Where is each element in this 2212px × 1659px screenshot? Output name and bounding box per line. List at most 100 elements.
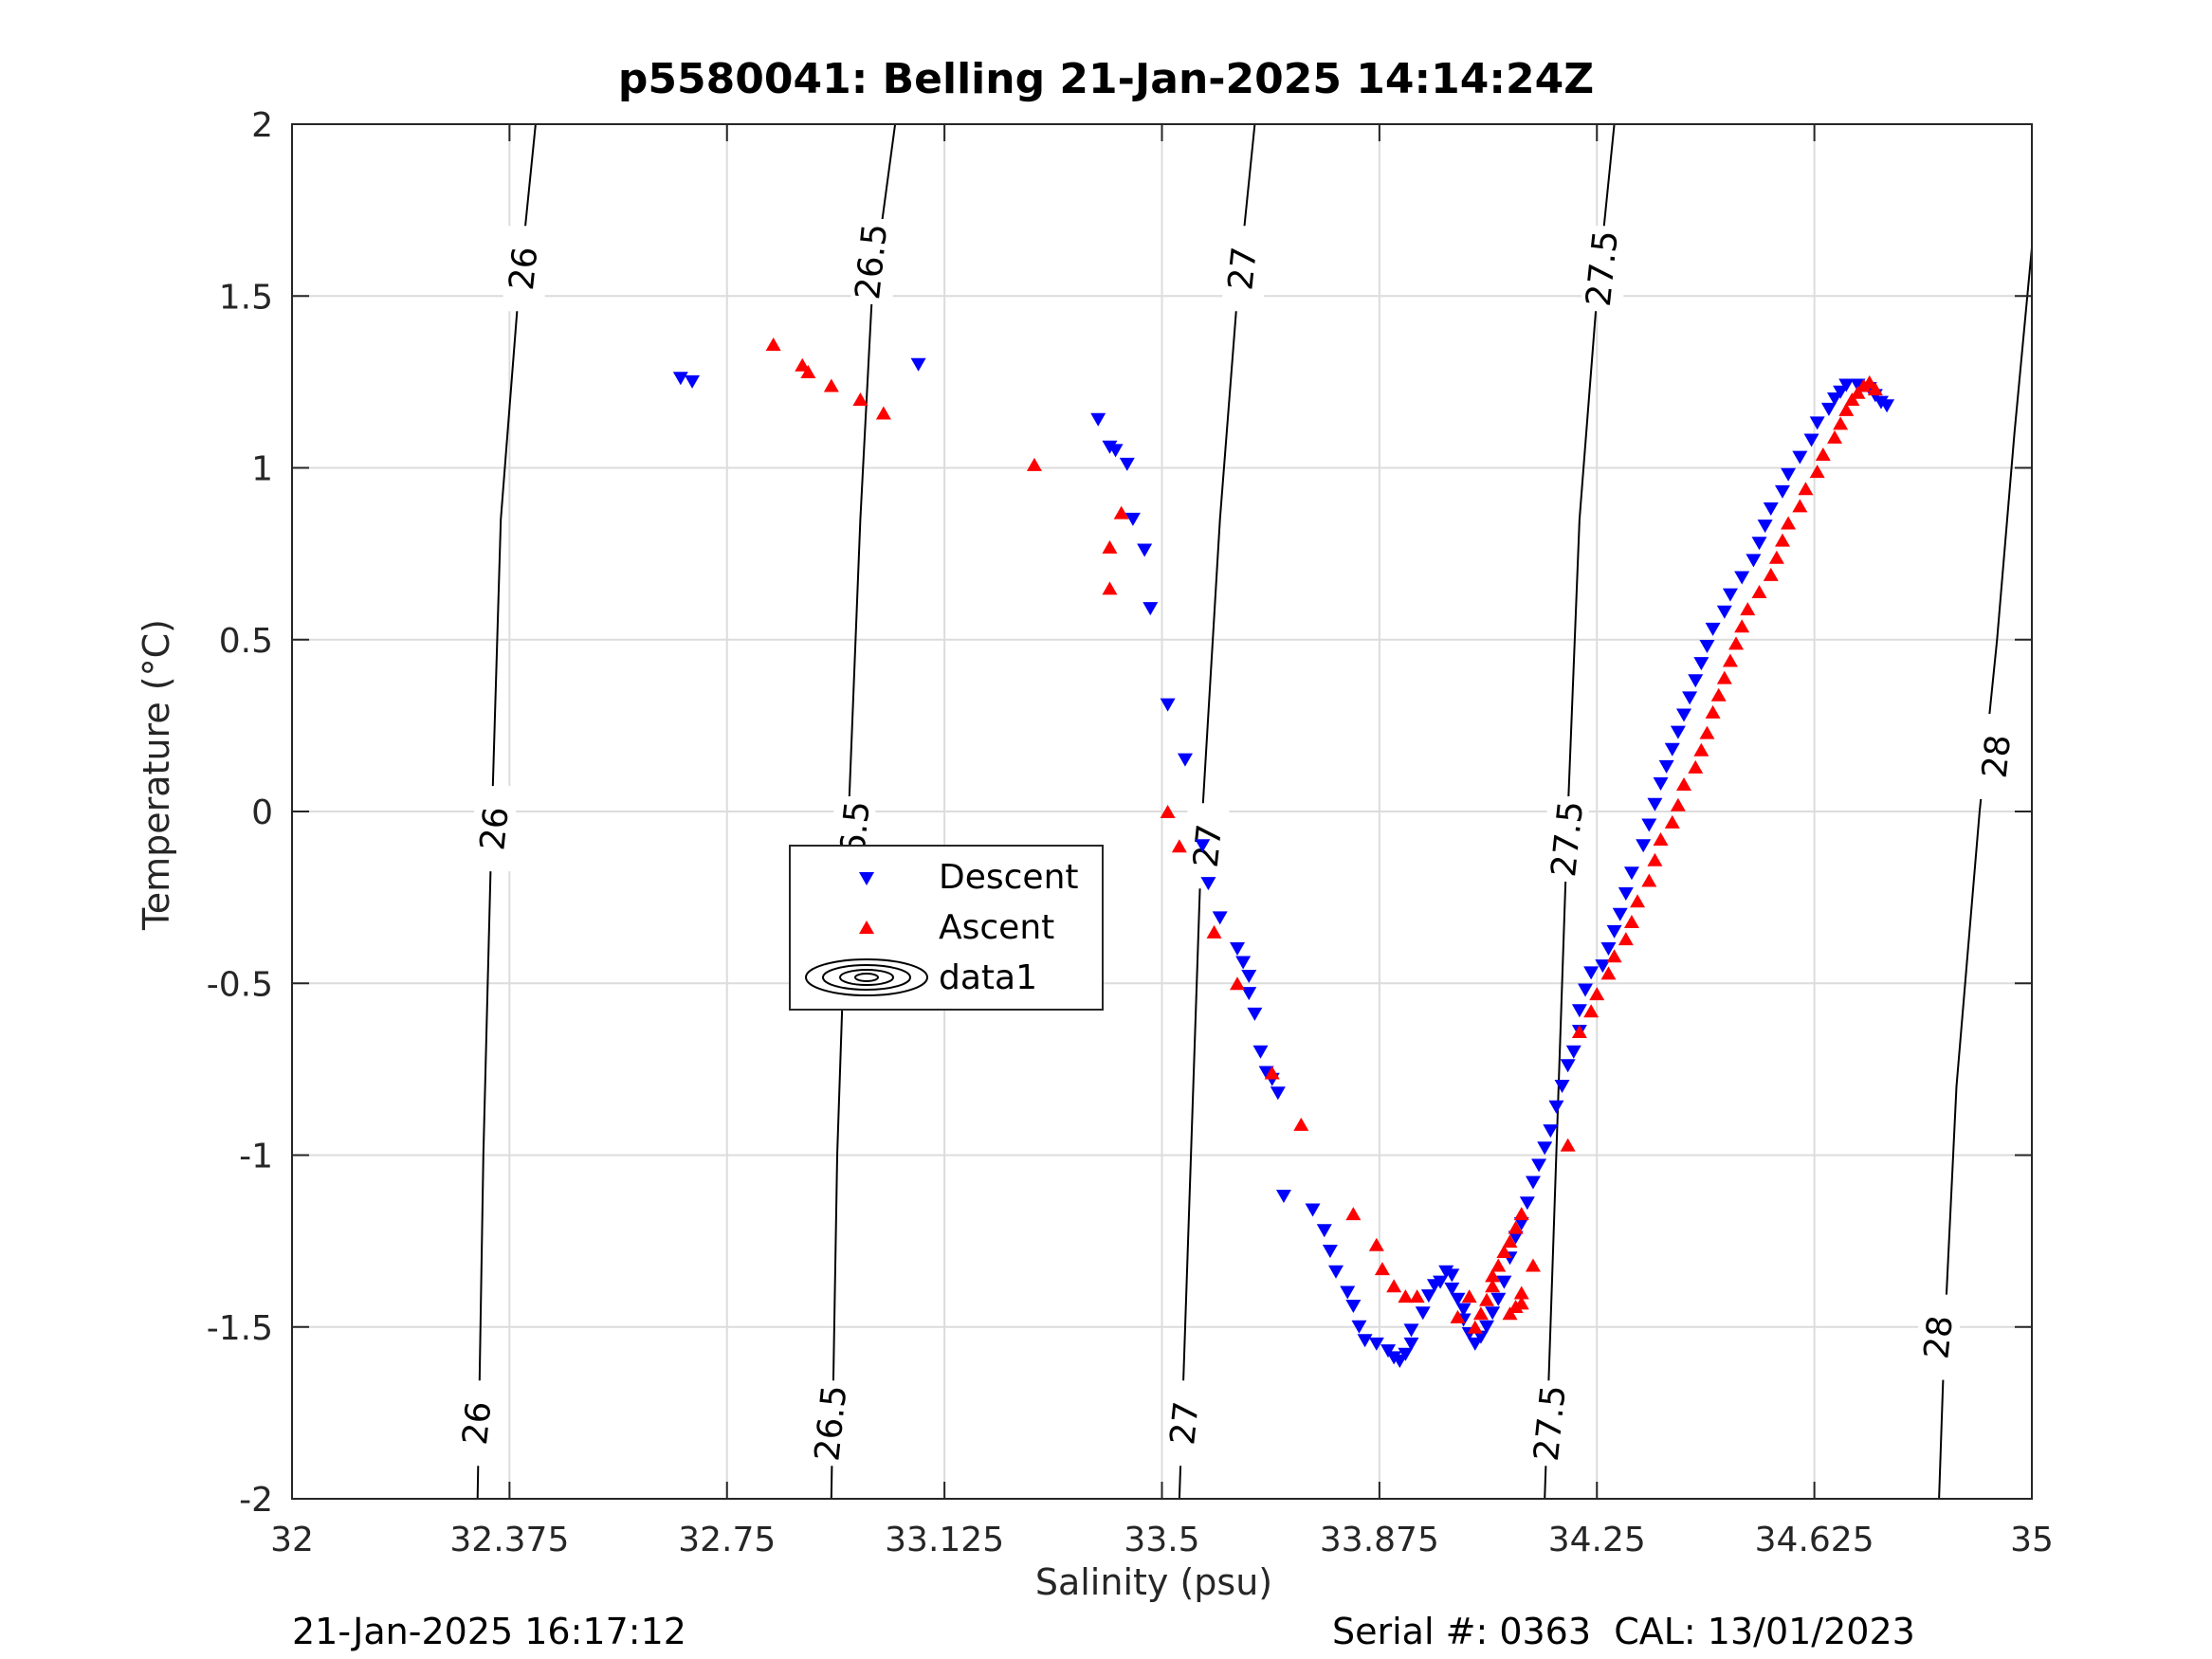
- descent-point: [1398, 1347, 1414, 1361]
- descent-point: [1351, 1320, 1367, 1334]
- ascent-point: [1705, 704, 1721, 719]
- descent-point: [1781, 467, 1797, 482]
- data-series: [672, 337, 1895, 1368]
- descent-point: [1241, 987, 1257, 1001]
- ascent-point: [1374, 1262, 1390, 1276]
- ascent-point: [1479, 1292, 1495, 1306]
- ascent-point: [1751, 585, 1767, 598]
- legend-descent-marker: [859, 872, 874, 885]
- legend-data1-label: data1: [939, 958, 1037, 997]
- y-tick-label: 0.5: [219, 622, 273, 661]
- descent-point: [672, 372, 688, 386]
- descent-point: [1751, 537, 1767, 551]
- legend-ascent-marker: [859, 921, 874, 934]
- descent-point: [1316, 1224, 1332, 1238]
- descent-point: [1467, 1337, 1483, 1351]
- descent-point: [1554, 1080, 1570, 1093]
- contour-label-background: [1581, 226, 1624, 312]
- ascent-point: [1827, 429, 1843, 444]
- ascent-point: [795, 357, 811, 372]
- descent-point: [1368, 1337, 1384, 1351]
- descent-point: [1212, 911, 1228, 925]
- contour-label: 26.5: [808, 1383, 854, 1463]
- axis-ticks: [291, 123, 2033, 1500]
- contour-label-background: [456, 1380, 499, 1467]
- legend-contour-icon: [805, 958, 928, 996]
- contour-label-background: [503, 226, 545, 312]
- descent-point: [1143, 602, 1159, 616]
- descent-point: [1647, 797, 1663, 811]
- legend-ascent-label: Ascent: [939, 908, 1054, 947]
- ascent-point: [1508, 1220, 1524, 1234]
- contour-label-background: [1546, 796, 1589, 882]
- descent-point: [1571, 1004, 1587, 1018]
- descent-point: [1618, 887, 1634, 901]
- ascent-point: [1850, 385, 1866, 399]
- ascent-point: [1450, 1309, 1466, 1323]
- descent-point: [1716, 605, 1732, 619]
- descent-point: [1688, 674, 1704, 688]
- descent-point: [1485, 1306, 1501, 1321]
- y-tick-label: 1: [251, 450, 273, 489]
- descent-point: [1809, 416, 1825, 430]
- ascent-point: [1861, 374, 1877, 389]
- y-tick-label: -1.5: [207, 1309, 273, 1348]
- ascent-point: [1768, 550, 1784, 564]
- x-tick-label: 32.75: [678, 1521, 776, 1559]
- descent-point: [1479, 1320, 1495, 1334]
- ascent-point: [1230, 976, 1246, 991]
- descent-point: [1722, 588, 1738, 602]
- footer-serial: Serial #: 0363: [1332, 1611, 1592, 1652]
- descent-point: [1670, 725, 1686, 739]
- descent-point: [1322, 1245, 1338, 1258]
- descent-point: [1565, 1045, 1581, 1059]
- ascent-point: [852, 392, 868, 406]
- ascent-point: [875, 406, 891, 420]
- descent-point: [1235, 956, 1252, 970]
- ascent-point: [1206, 924, 1222, 939]
- descent-point: [1241, 970, 1257, 983]
- descent-point: [1275, 1190, 1291, 1203]
- contour-label: 27: [1163, 1399, 1207, 1447]
- ascent-point: [1026, 457, 1042, 471]
- legend[interactable]: Descent Ascent data1: [789, 845, 1104, 1011]
- contour-label: 27.5: [1545, 799, 1591, 879]
- descent-point: [1508, 1231, 1524, 1245]
- descent-point: [1258, 1066, 1274, 1080]
- ascent-point: [1641, 873, 1657, 887]
- legend-descent-label: Descent: [939, 858, 1079, 897]
- ascent-point: [1693, 742, 1709, 757]
- descent-point: [1102, 440, 1118, 454]
- ascent-point: [1763, 567, 1779, 581]
- ascent-point: [1740, 602, 1756, 616]
- contour-label: 26.5: [849, 222, 895, 301]
- ascent-point: [1774, 533, 1790, 547]
- descent-point: [1774, 484, 1790, 499]
- ascent-point: [1856, 378, 1872, 392]
- x-tick-label: 32: [270, 1521, 314, 1559]
- descent-point: [1124, 512, 1141, 526]
- descent-point: [1705, 622, 1721, 636]
- descent-point: [1160, 698, 1176, 712]
- descent-point: [1803, 433, 1819, 447]
- x-tick-label: 35: [2010, 1521, 2054, 1559]
- ascent-point: [1728, 636, 1745, 650]
- descent-point: [1090, 412, 1106, 427]
- descent-point: [1513, 1217, 1529, 1231]
- x-tick-label: 34.625: [1755, 1521, 1874, 1559]
- descent-point: [1578, 983, 1594, 997]
- descent-point: [1380, 1344, 1397, 1358]
- y-tick-label: 1.5: [219, 278, 273, 317]
- descent-point: [1137, 543, 1153, 557]
- footer-cal: CAL: 13/01/2023: [1614, 1611, 1915, 1652]
- contour-label: 27.5: [1527, 1383, 1574, 1463]
- contour-label-background: [850, 219, 893, 304]
- ascent-point: [1398, 1289, 1414, 1304]
- descent-point: [1636, 839, 1652, 853]
- ascent-point: [1560, 1138, 1576, 1152]
- descent-point: [1658, 759, 1674, 774]
- ascent-point: [1160, 805, 1176, 818]
- ascent-point: [800, 365, 816, 378]
- ascent-point: [1386, 1279, 1402, 1293]
- contour-label-background: [1222, 226, 1265, 312]
